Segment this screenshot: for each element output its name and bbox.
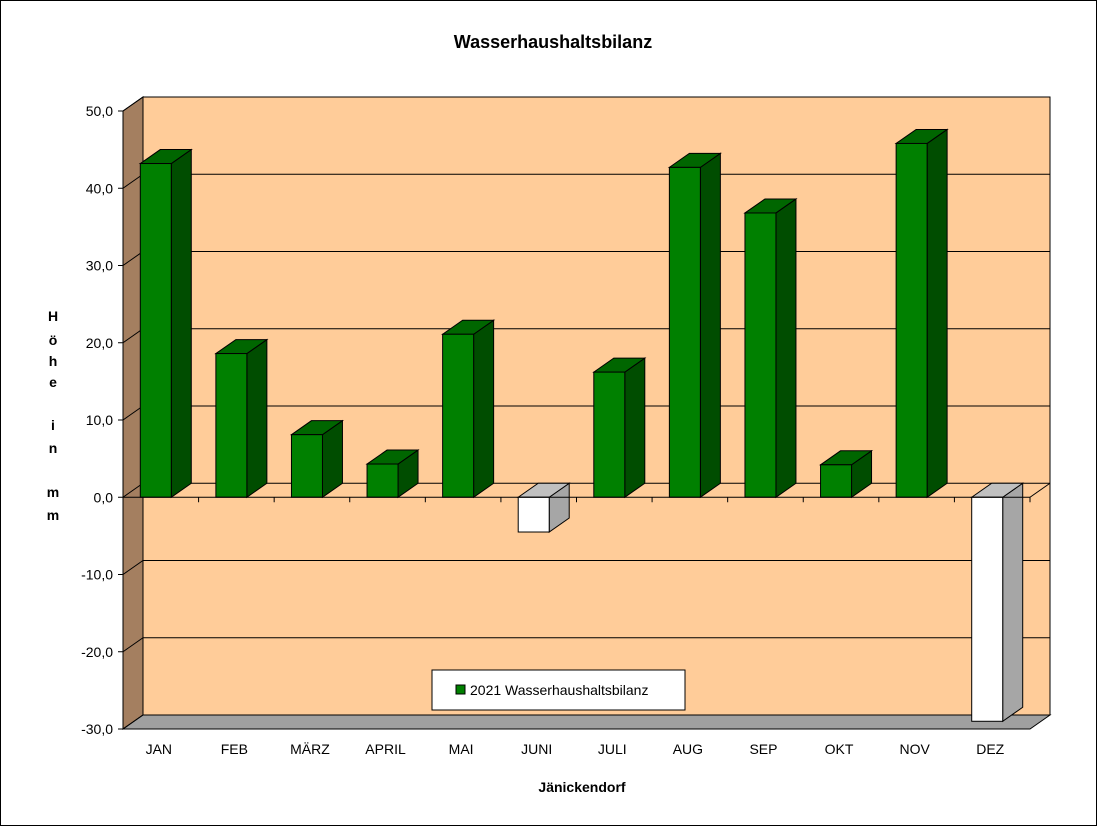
y-tick-label: -10,0	[81, 567, 113, 583]
bar	[289, 419, 345, 499]
y-axis-title-letter: h	[49, 353, 58, 369]
legend: 2021 Wasserhaushaltsbilanz	[431, 669, 686, 711]
x-axis-title: Jänickendorf	[538, 779, 625, 795]
bar-front	[517, 496, 550, 533]
y-tick-label: -30,0	[81, 721, 113, 737]
y-axis-title-letter: i	[51, 417, 55, 433]
x-tick-label: JUNI	[521, 741, 552, 757]
x-axis-depth-line	[1029, 482, 1051, 498]
y-tick-label: 30,0	[86, 258, 113, 274]
bar-front	[366, 463, 399, 498]
bar-side	[246, 338, 268, 499]
legend-swatch	[455, 684, 466, 695]
bar-side	[926, 128, 948, 499]
bar-front	[971, 496, 1004, 722]
bar-front	[139, 163, 172, 498]
chart-title: Wasserhaushaltsbilanz	[454, 32, 652, 52]
x-tick-label: JAN	[146, 741, 172, 757]
gridline	[122, 637, 1050, 653]
bar-side	[1002, 482, 1024, 723]
bar	[894, 128, 949, 499]
y-axis-title-letter: m	[47, 507, 59, 523]
y-axis-title-letter: e	[49, 374, 57, 390]
x-tick-label: JULI	[598, 741, 627, 757]
y-tick-label: 50,0	[86, 103, 113, 119]
bar-front	[820, 464, 853, 498]
x-tick-label: MÄRZ	[290, 741, 330, 757]
bar-front	[668, 166, 701, 498]
bar	[138, 148, 193, 499]
legend-label: 2021 Wasserhaushaltsbilanz	[470, 682, 648, 698]
bar	[818, 449, 874, 499]
bar-front	[290, 434, 323, 498]
bar	[592, 357, 647, 499]
y-tick-label: 40,0	[86, 180, 113, 196]
x-tick-label: DEZ	[976, 741, 1004, 757]
y-axis-title-letter: n	[49, 440, 58, 456]
bar-side	[170, 148, 192, 499]
bar-front	[215, 353, 248, 498]
floor	[121, 714, 1052, 730]
y-axis-title-letter: m	[47, 484, 59, 500]
gridline	[122, 560, 1050, 575]
bar	[743, 198, 798, 499]
x-tick-label: MAI	[449, 741, 474, 757]
gridline	[122, 96, 1050, 112]
bar-front	[744, 212, 777, 498]
x-tick-label: APRIL	[365, 741, 406, 757]
bar	[970, 482, 1025, 723]
x-tick-label: SEP	[749, 741, 777, 757]
bar-side	[473, 319, 495, 499]
bar-front	[895, 142, 928, 498]
bar-front	[593, 371, 626, 498]
y-axis-title-letter: ö	[49, 332, 58, 348]
y-tick-label: -20,0	[81, 644, 113, 660]
bar	[516, 482, 571, 533]
x-tick-label: FEB	[221, 741, 248, 757]
x-tick-label: AUG	[673, 741, 703, 757]
bar-side	[624, 357, 646, 499]
y-tick-label: 20,0	[86, 335, 113, 351]
y-tick-label: 10,0	[86, 412, 113, 428]
bar-side	[699, 152, 721, 499]
bar	[667, 152, 722, 499]
y-tick-label: 0,0	[94, 489, 114, 505]
gridline	[122, 714, 1050, 730]
y-axis-title-letter: H	[48, 308, 58, 324]
bar-side	[775, 198, 797, 499]
bar	[441, 319, 496, 499]
bar	[214, 338, 269, 499]
x-tick-label: OKT	[825, 741, 854, 757]
x-tick-label: NOV	[899, 741, 930, 757]
bar-front	[442, 333, 475, 498]
